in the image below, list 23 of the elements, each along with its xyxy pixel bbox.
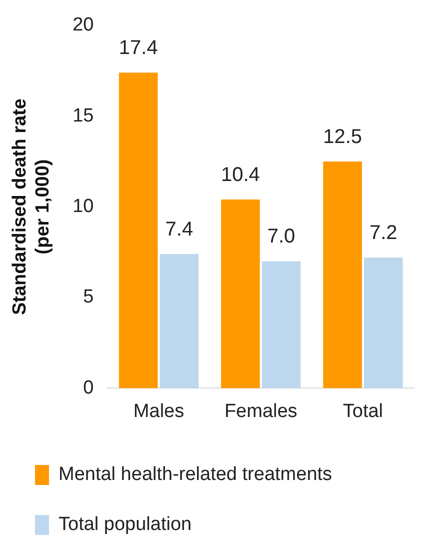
data-label: 7.0 (267, 226, 296, 248)
y-tick-label: 20 (72, 14, 94, 36)
bar (262, 261, 301, 388)
y-axis-title: Standardised death rate (per 1,000) (10, 98, 54, 316)
data-label: 7.4 (165, 218, 194, 240)
bar (364, 258, 403, 388)
data-label: 10.4 (220, 164, 260, 186)
x-tick-label: Total (342, 400, 384, 422)
y-tick-label: 15 (72, 105, 94, 126)
y-tick-label: 10 (72, 196, 94, 218)
y-tick-label: 0 (83, 377, 94, 398)
bar (221, 200, 260, 388)
x-tick-label: Males (133, 400, 184, 422)
bar (323, 161, 362, 388)
y-tick-label: 5 (83, 286, 94, 308)
data-label: 12.5 (323, 126, 362, 148)
x-tick-label: Females (224, 400, 298, 422)
legend-label: Mental health-related treatments (58, 464, 332, 486)
data-label: 17.4 (118, 37, 158, 60)
bar (118, 72, 158, 388)
legend-label: Total population (58, 514, 192, 536)
data-label: 7.2 (369, 222, 398, 244)
bar (160, 254, 199, 388)
